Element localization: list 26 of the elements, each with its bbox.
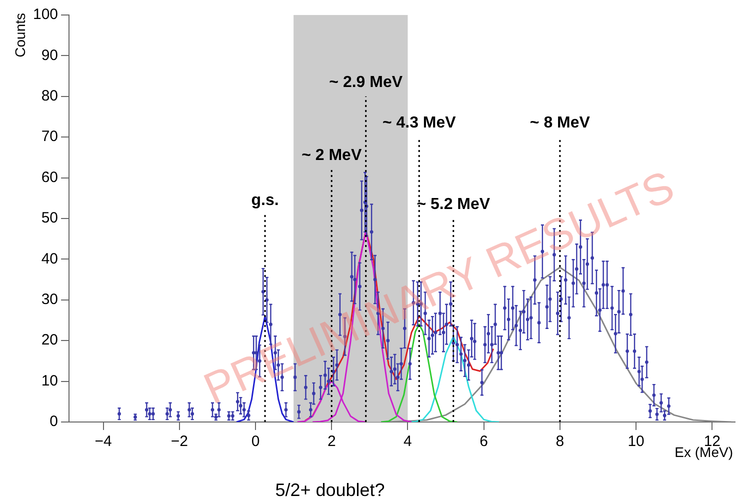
y-axis-title: Counts bbox=[12, 13, 28, 58]
annotation: ~ 8 MeV bbox=[530, 114, 590, 132]
y-tick-label: 50 bbox=[41, 210, 58, 227]
y-tick-label: 30 bbox=[41, 291, 58, 308]
y-tick-label: 40 bbox=[41, 250, 58, 268]
y-tick-label: 20 bbox=[41, 332, 58, 349]
x-tick-label: 10 bbox=[628, 433, 644, 450]
x-tick-label: −2 bbox=[170, 433, 188, 450]
y-tick-label: 60 bbox=[41, 168, 58, 186]
y-tick-label: 100 bbox=[32, 6, 58, 24]
y-tick-label: 10 bbox=[41, 372, 58, 390]
y-tick-label: 90 bbox=[41, 46, 58, 64]
x-tick-label: 4 bbox=[404, 433, 412, 450]
x-tick-label: 6 bbox=[480, 433, 488, 450]
annotation: ~ 2.9 MeV bbox=[329, 74, 403, 91]
text: 5/2+ doublet? bbox=[275, 480, 385, 500]
y-tick-label: 70 bbox=[41, 128, 58, 146]
x-tick-label: 0 bbox=[251, 433, 260, 450]
x-tick-label: 2 bbox=[327, 433, 336, 450]
y-tick-label: 0 bbox=[50, 413, 58, 430]
y-tick-label: 80 bbox=[41, 88, 58, 105]
annotation: ~ 4.3 MeV bbox=[382, 114, 456, 132]
annotation: g.s. bbox=[251, 192, 279, 209]
x-tick-label: 8 bbox=[556, 433, 564, 450]
annotation: ~ 2 MeV bbox=[302, 147, 362, 164]
x-tick-label: −4 bbox=[94, 433, 112, 450]
